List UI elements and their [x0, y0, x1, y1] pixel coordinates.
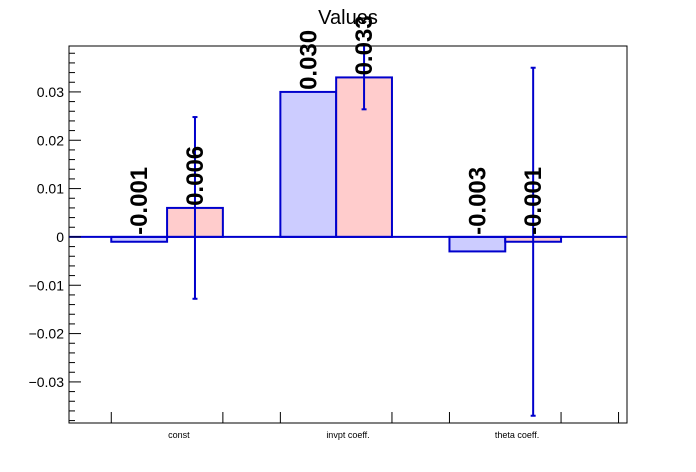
y-tick-label: −0.03 — [29, 374, 65, 390]
plot-area-border — [68, 45, 628, 424]
axes: −0.03 −0.02 −0.01 0 0.01 0.02 0.03 const invpt c… — [29, 52, 627, 440]
chart-title: Values — [318, 7, 378, 29]
y-tick-label: 0 — [56, 229, 64, 245]
x-category-label: theta coeff. — [495, 430, 539, 440]
plot-frame — [68, 45, 628, 424]
data-label: -0.003 — [464, 167, 491, 235]
y-tick-label: 0.01 — [37, 181, 64, 197]
x-category-label: const — [168, 430, 190, 440]
y-tick-label: 0.02 — [37, 132, 64, 148]
data-label: 0.006 — [182, 146, 209, 206]
bar — [279, 90, 338, 238]
bars — [110, 44, 563, 417]
x-category-label: invpt coeff. — [326, 430, 369, 440]
data-label: 0.033 — [351, 15, 378, 75]
data-label: -0.001 — [126, 167, 153, 235]
data-label: 0.030 — [295, 30, 322, 90]
data-label: -0.001 — [520, 167, 547, 235]
bar — [448, 235, 507, 253]
y-tick-label: −0.01 — [29, 277, 65, 293]
y-tick-label: 0.03 — [37, 84, 64, 100]
y-tick-label: −0.02 — [29, 326, 65, 342]
data-labels: -0.001 0.030 -0.003 0.006 0.033 -0.001 — [126, 15, 547, 235]
